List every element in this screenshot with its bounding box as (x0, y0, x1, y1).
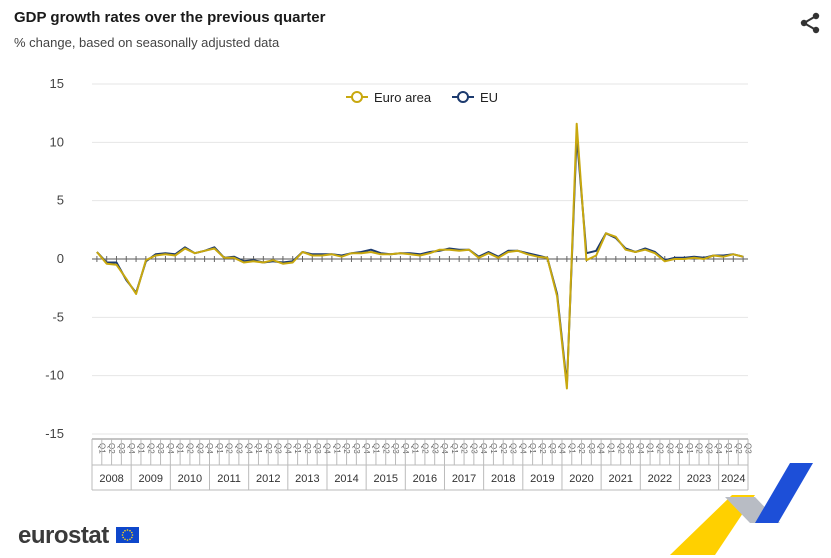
line-chart: 151050-5-10-15Q1Q2Q3Q4Q1Q2Q3Q4Q1Q2Q3Q4Q1… (45, 76, 753, 491)
year-label: 2010 (178, 473, 202, 485)
chart-title: GDP growth rates over the previous quart… (14, 9, 326, 26)
chart-subtitle: % change, based on seasonally adjusted d… (14, 35, 280, 50)
y-tick-label: -10 (45, 368, 64, 383)
year-label: 2018 (491, 473, 515, 485)
year-label: 2014 (334, 473, 358, 485)
eu-flag-icon (116, 527, 139, 543)
series-line-euro-area (96, 122, 744, 390)
year-label: 2024 (721, 473, 745, 485)
year-label: 2011 (217, 473, 241, 485)
eurostat-logo: eurostat (18, 522, 109, 549)
y-tick-label: 5 (57, 193, 64, 208)
legend-label: EU (480, 90, 498, 105)
year-label: 2019 (530, 473, 554, 485)
year-label: 2015 (373, 473, 397, 485)
y-tick-label: 0 (57, 251, 64, 266)
legend-label: Euro area (374, 90, 432, 105)
y-tick-label: 15 (50, 76, 64, 91)
share-icon[interactable] (797, 10, 823, 36)
y-tick-label: -5 (52, 309, 64, 324)
year-label: 2020 (569, 473, 593, 485)
year-label: 2009 (139, 473, 163, 485)
year-label: 2013 (295, 473, 319, 485)
year-label: 2008 (99, 473, 123, 485)
year-label: 2012 (256, 473, 280, 485)
year-label: 2017 (452, 473, 476, 485)
year-label: 2023 (687, 473, 711, 485)
year-label: 2016 (413, 473, 437, 485)
legend-marker (457, 91, 469, 103)
year-label: 2021 (608, 473, 632, 485)
legend-marker (351, 91, 363, 103)
year-label: 2022 (648, 473, 672, 485)
decorative-ribbon (670, 463, 813, 555)
y-tick-label: 10 (50, 134, 64, 149)
y-tick-label: -15 (45, 426, 64, 441)
